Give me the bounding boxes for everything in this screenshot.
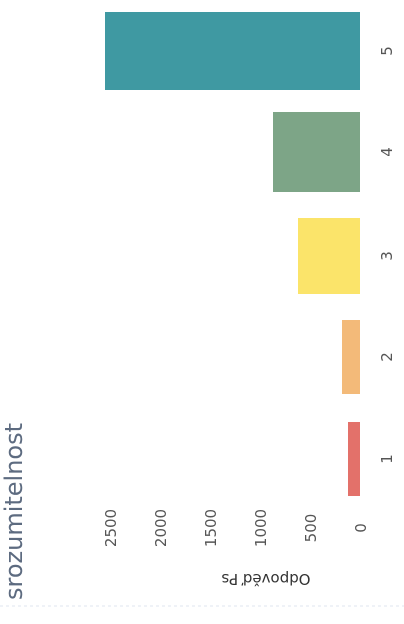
bar bbox=[342, 320, 360, 394]
y-tick-label: 0 bbox=[352, 523, 370, 533]
y-tick-label: 2500 bbox=[102, 509, 120, 547]
category-label: 4 bbox=[378, 147, 396, 157]
bar bbox=[273, 112, 360, 192]
category-label: 5 bbox=[378, 46, 396, 56]
y-axis-ticks: 0 500 1000 1500 2000 2500 bbox=[102, 509, 370, 547]
category-label: 3 bbox=[378, 251, 396, 261]
y-tick-label: 2000 bbox=[152, 509, 170, 547]
y-axis-label: Odpověď Ps bbox=[221, 570, 310, 588]
category-label: 1 bbox=[378, 454, 396, 464]
bar bbox=[105, 12, 360, 90]
y-tick-label: 500 bbox=[302, 514, 320, 543]
chart-title: srozumitelnost bbox=[0, 423, 28, 600]
bar bbox=[348, 422, 360, 496]
y-tick-label: 1500 bbox=[202, 509, 220, 547]
bars bbox=[105, 12, 360, 496]
bar bbox=[298, 218, 360, 294]
category-label: 2 bbox=[378, 352, 396, 362]
category-labels: 1 2 3 4 5 bbox=[378, 46, 396, 464]
y-tick-label: 1000 bbox=[252, 509, 270, 547]
